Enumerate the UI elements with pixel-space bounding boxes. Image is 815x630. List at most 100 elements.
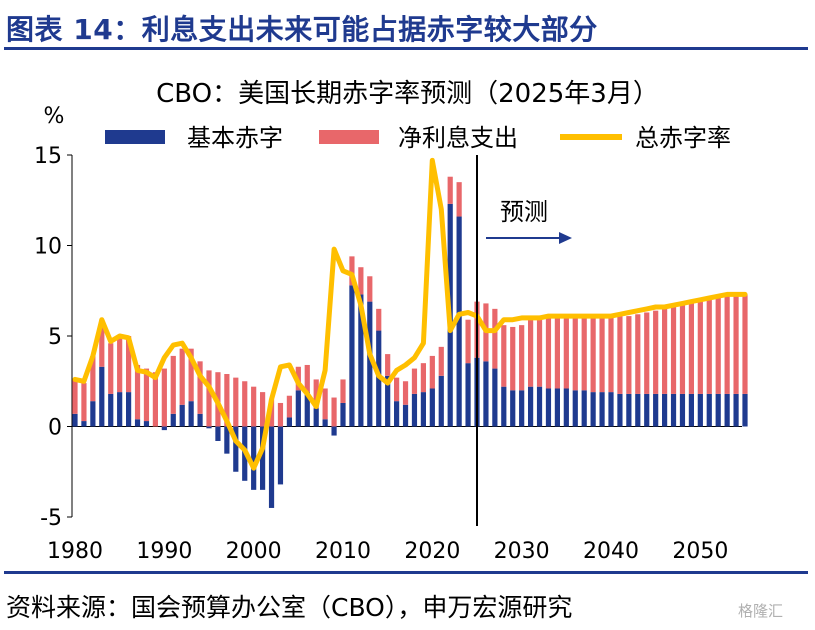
forecast-label: 预测 bbox=[500, 198, 548, 226]
bar-net-interest bbox=[411, 368, 418, 394]
bar-primary-deficit bbox=[715, 393, 721, 427]
bar-primary-deficit bbox=[233, 426, 239, 472]
watermark-text: 格隆汇 bbox=[738, 602, 784, 620]
bar-net-interest bbox=[635, 314, 641, 394]
bar-net-interest bbox=[286, 395, 292, 418]
bar-net-interest bbox=[304, 364, 310, 393]
bar-primary-deficit bbox=[72, 413, 78, 427]
bar-net-interest bbox=[152, 372, 158, 427]
bar-primary-deficit bbox=[644, 393, 650, 427]
bar-net-interest bbox=[554, 316, 560, 389]
bar-net-interest bbox=[608, 316, 614, 393]
bar-net-interest bbox=[501, 325, 507, 387]
bar-net-interest bbox=[581, 316, 587, 391]
bar-primary-deficit bbox=[483, 361, 489, 427]
bar-net-interest bbox=[260, 392, 266, 427]
bar-primary-deficit bbox=[197, 413, 203, 427]
bar-net-interest bbox=[679, 305, 686, 394]
bar-net-interest bbox=[626, 316, 632, 394]
bar-primary-deficit bbox=[617, 393, 623, 427]
bar-net-interest bbox=[644, 312, 650, 394]
source-note: 资料来源：国会预算办公室（CBO），申万宏源研究 bbox=[6, 593, 573, 622]
bar-primary-deficit bbox=[572, 390, 578, 427]
bar-net-interest bbox=[545, 317, 552, 389]
bar-primary-deficit bbox=[90, 401, 96, 427]
bar-net-interest bbox=[242, 381, 248, 427]
bar-net-interest bbox=[724, 296, 730, 394]
bar-primary-deficit bbox=[706, 393, 712, 427]
bar-primary-deficit bbox=[286, 417, 292, 427]
bar-net-interest bbox=[394, 377, 400, 402]
bar-primary-deficit bbox=[635, 393, 641, 427]
bar-primary-deficit bbox=[402, 404, 409, 427]
bar-net-interest bbox=[697, 301, 703, 394]
bar-net-interest bbox=[358, 267, 364, 295]
bar-net-interest bbox=[429, 355, 435, 389]
bar-primary-deficit bbox=[519, 390, 525, 427]
bar-primary-deficit bbox=[563, 388, 569, 427]
bar-net-interest bbox=[715, 297, 721, 394]
bar-primary-deficit bbox=[411, 393, 418, 427]
bar-primary-deficit bbox=[331, 426, 337, 436]
bar-primary-deficit bbox=[528, 386, 534, 427]
bar-net-interest bbox=[197, 361, 203, 414]
bar-net-interest bbox=[688, 303, 694, 394]
bar-net-interest bbox=[251, 386, 257, 427]
x-tick-label: 2000 bbox=[226, 539, 282, 564]
bar-primary-deficit bbox=[456, 216, 462, 427]
bar-primary-deficit bbox=[679, 393, 686, 427]
x-tick-label: 1980 bbox=[47, 539, 103, 564]
bar-net-interest bbox=[340, 379, 346, 403]
x-tick-label: 1990 bbox=[136, 539, 192, 564]
bar-net-interest bbox=[465, 319, 471, 364]
bar-net-interest bbox=[438, 346, 444, 376]
bar-primary-deficit bbox=[349, 285, 355, 427]
bar-primary-deficit bbox=[134, 419, 141, 427]
bar-primary-deficit bbox=[510, 390, 516, 427]
chart-title: CBO：美国长期赤字率预测（2025年3月） bbox=[156, 79, 659, 109]
bar-net-interest bbox=[706, 299, 712, 394]
bar-net-interest bbox=[420, 363, 426, 393]
bar-primary-deficit bbox=[608, 392, 614, 427]
bar-primary-deficit bbox=[251, 426, 257, 490]
y-tick-label: 10 bbox=[34, 235, 62, 260]
bar-primary-deficit bbox=[358, 294, 364, 427]
bar-net-interest bbox=[572, 316, 578, 391]
legend-swatch bbox=[319, 130, 379, 144]
bar-primary-deficit bbox=[662, 393, 668, 427]
bar-primary-deficit bbox=[545, 388, 552, 427]
bar-net-interest bbox=[134, 364, 141, 420]
bar-primary-deficit bbox=[215, 426, 221, 441]
x-tick-label: 2010 bbox=[315, 539, 371, 564]
bar-net-interest bbox=[402, 381, 409, 405]
bar-primary-deficit bbox=[277, 426, 284, 485]
y-tick-label: 5 bbox=[48, 325, 62, 350]
bar-primary-deficit bbox=[188, 401, 194, 427]
bar-net-interest bbox=[510, 326, 516, 391]
legend-label: 净利息支出 bbox=[398, 124, 518, 152]
line-total-deficit bbox=[72, 157, 748, 471]
bar-net-interest bbox=[143, 368, 150, 422]
bar-primary-deficit bbox=[429, 388, 435, 427]
bar-primary-deficit bbox=[670, 393, 677, 427]
bar-net-interest bbox=[90, 355, 96, 402]
bar-net-interest bbox=[742, 294, 748, 394]
x-tick-label: 2050 bbox=[672, 539, 728, 564]
bar-net-interest bbox=[662, 308, 668, 394]
bar-primary-deficit bbox=[599, 392, 605, 427]
forecast-arrow-head bbox=[559, 232, 572, 244]
x-tick-label: 2020 bbox=[404, 539, 460, 564]
bar-net-interest bbox=[528, 319, 534, 387]
bar-net-interest bbox=[367, 276, 373, 302]
y-tick-label: -5 bbox=[40, 506, 62, 531]
bar-net-interest bbox=[322, 388, 328, 420]
bar-net-interest bbox=[99, 319, 105, 367]
bar-net-interest bbox=[126, 336, 132, 393]
bar-net-interest bbox=[224, 374, 230, 427]
title-rule bbox=[4, 47, 808, 50]
bar-primary-deficit bbox=[536, 386, 543, 427]
bar-net-interest bbox=[536, 317, 543, 387]
bar-net-interest bbox=[733, 296, 739, 394]
bar-net-interest bbox=[277, 402, 284, 427]
